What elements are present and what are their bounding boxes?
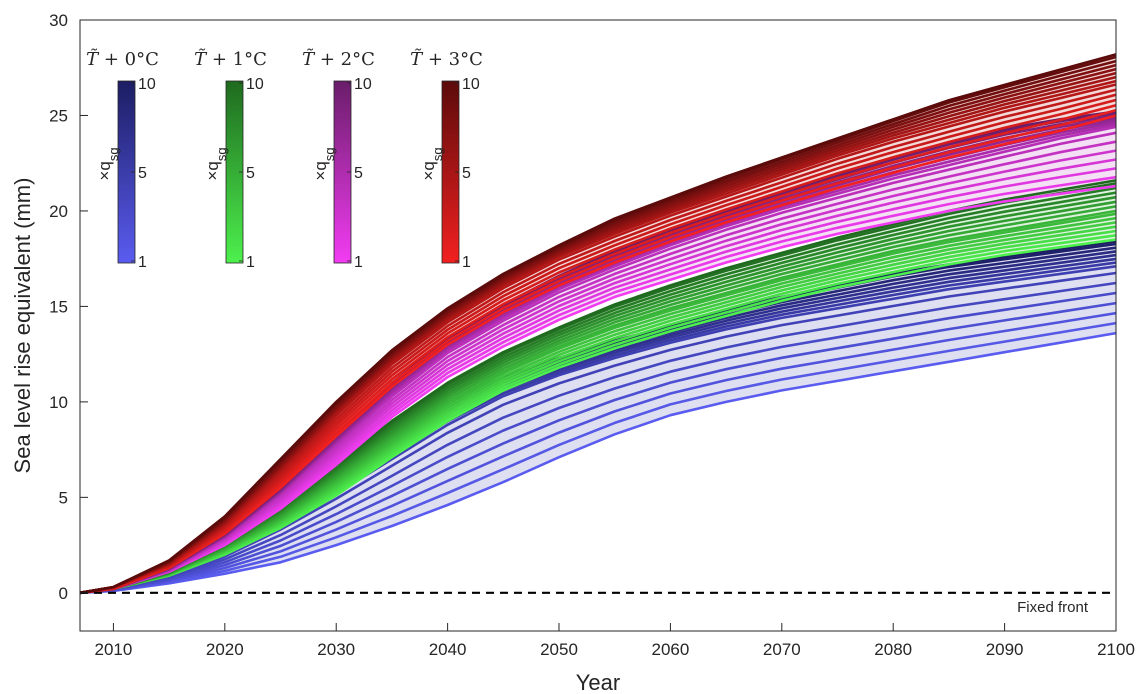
colorbar-label-main: ×q (419, 161, 438, 180)
colorbar-label-sub: sg (214, 147, 229, 161)
x-tick-label: 2090 (986, 640, 1024, 659)
colorbar-tick-label: 10 (246, 76, 264, 93)
colorbar-title-prefix: T̃ + (86, 48, 125, 70)
y-tick-label: 15 (49, 297, 68, 316)
x-axis-title: Year (576, 670, 620, 694)
colorbar-tick-label: 1 (246, 254, 255, 271)
y-axis-title: Sea level rise equivalent (mm) (10, 178, 35, 474)
envelope-fill-group-3 (80, 54, 1116, 593)
y-tick-label: 30 (49, 11, 68, 30)
colorbar-1: T̃ + 1°C 10 5 1 ×qsg (194, 48, 267, 271)
series-line-group-0-0 (79, 331, 1117, 595)
series-line-group-0-3 (79, 301, 1117, 595)
colorbar-title-prefix: T̃ + (194, 48, 233, 70)
colorbar-title-value: 3°C (449, 49, 483, 70)
plot-frame (79, 19, 1117, 632)
colorbar-tick-label: 5 (246, 165, 255, 182)
y-tick-label: 0 (59, 584, 68, 603)
colorbar-tick-label: 10 (354, 76, 372, 93)
colorbar-title: T̃ + 1°C (194, 48, 267, 70)
series-line-group-0-1 (79, 321, 1117, 595)
envelope-fill-group-2 (80, 111, 1116, 593)
x-tick-label: 2060 (651, 640, 689, 659)
series-line-group-3-14 (79, 53, 1117, 595)
colorbar-label: ×qsg (311, 147, 337, 180)
x-tick-label: 2040 (429, 640, 467, 659)
colorbar-label-main: ×q (95, 161, 114, 180)
x-tick-label: 2030 (317, 640, 355, 659)
colorbar-label-sub: sg (430, 147, 445, 161)
series-line-group-0-4 (79, 291, 1117, 595)
colorbar-tick-label: 10 (138, 76, 156, 93)
y-tick-label: 20 (49, 202, 68, 221)
colorbar-0: T̃ + 0°C 10 5 1 ×qsg (86, 48, 159, 271)
series-line-group-0-6 (79, 271, 1117, 595)
colorbar-tick-label: 5 (462, 165, 471, 182)
axes (79, 19, 1117, 632)
colorbar-label: ×qsg (419, 147, 445, 180)
colorbar-tick-label: 10 (462, 76, 480, 93)
colorbar-title: T̃ + 2°C (302, 48, 375, 70)
colorbar-title-value: 0°C (125, 49, 159, 70)
y-tick-label: 25 (49, 106, 68, 125)
colorbar-title: T̃ + 3°C (410, 48, 483, 70)
y-tick-label: 10 (49, 393, 68, 412)
x-tick-label: 2080 (874, 640, 912, 659)
colorbar-title-value: 1°C (233, 49, 267, 70)
x-tick-label: 2050 (540, 640, 578, 659)
x-tick-label: 2100 (1097, 640, 1135, 659)
colorbar-tick-label: 1 (354, 254, 363, 271)
colorbar-3: T̃ + 3°C 10 5 1 ×qsg (410, 48, 483, 271)
colorbar-label-sub: sg (106, 147, 121, 161)
colorbar-2: T̃ + 2°C 10 5 1 ×qsg (302, 48, 375, 271)
colorbar-title: T̃ + 0°C (86, 48, 159, 70)
x-tick-label: 2020 (206, 640, 244, 659)
fixed-front-label: Fixed front (1017, 599, 1089, 616)
series-line-group-0-5 (79, 281, 1117, 595)
colorbar-label: ×qsg (203, 147, 229, 180)
colorbar-label-main: ×q (311, 161, 330, 180)
colorbar-title-prefix: T̃ + (410, 48, 449, 70)
colorbar-tick-label: 1 (138, 254, 147, 271)
x-tick-label: 2070 (763, 640, 801, 659)
x-tick-label: 2010 (95, 640, 133, 659)
x-ticks: 2010 2020 2030 2040 2050 2060 2070 2080 2090 2100 (95, 623, 1135, 659)
series-line-group-0-2 (79, 311, 1117, 595)
colorbar-label-sub: sg (322, 147, 337, 161)
colorbar-label-main: ×q (203, 161, 222, 180)
colorbar-tick-label: 1 (462, 254, 471, 271)
colorbar-title-value: 2°C (341, 49, 375, 70)
colorbar-tick-label: 5 (354, 165, 363, 182)
y-tick-label: 5 (59, 488, 68, 507)
y-ticks: 0 5 10 15 20 25 30 (49, 11, 88, 603)
series-lines (79, 53, 1117, 595)
colorbar-label: ×qsg (95, 147, 121, 180)
colorbar-tick-label: 5 (138, 165, 147, 182)
colorbar-title-prefix: T̃ + (302, 48, 341, 70)
